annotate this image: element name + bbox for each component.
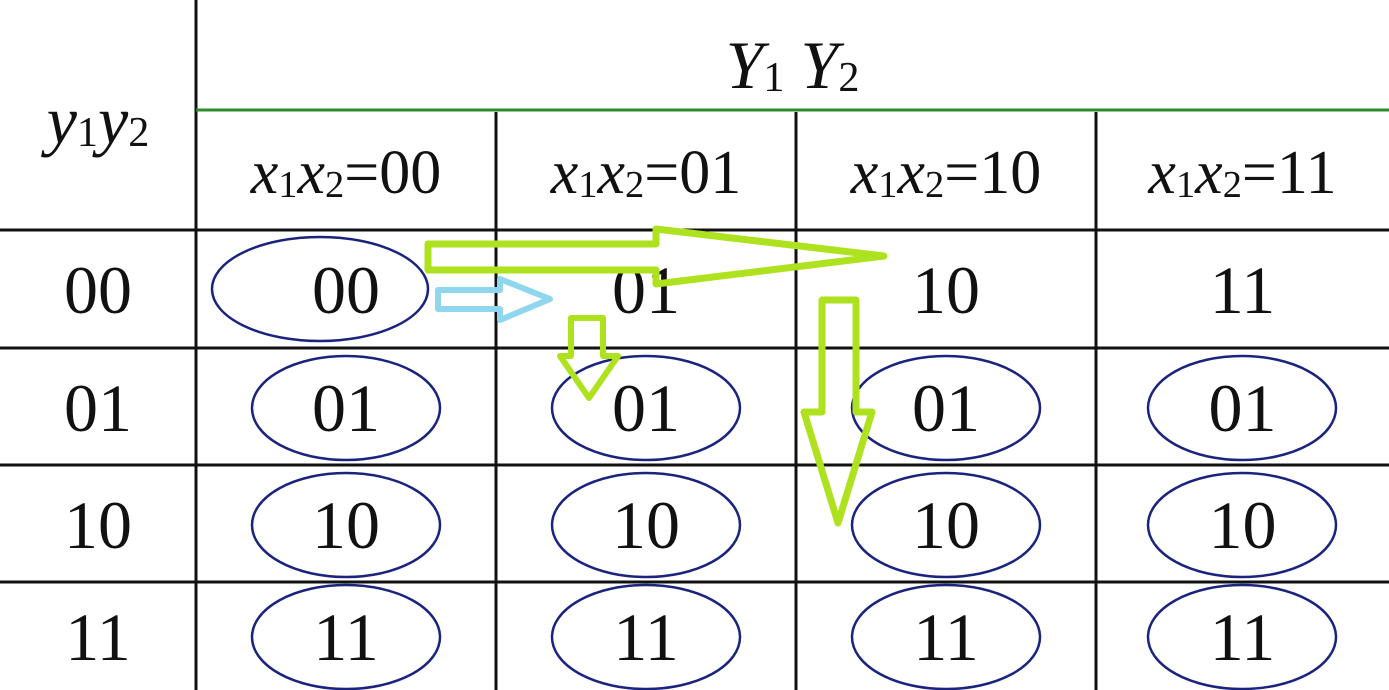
stable-state-ellipses [210, 235, 1338, 690]
col-header-2: x 1 x 2 =10 [796, 115, 1096, 230]
row-var-base2: y [98, 82, 129, 158]
cell-r2-c0: 10 [312, 486, 380, 563]
cell-r3-c1: 11 [613, 599, 679, 675]
cell-r3-c0: 11 [313, 599, 379, 675]
out-var-sub2: 2 [838, 54, 860, 102]
cell-r1-c0: 01 [312, 369, 380, 446]
col-header-0: x 1 x 2 =00 [196, 115, 496, 230]
stable-state-ellipse-r3-c2 [850, 583, 1042, 690]
col-header-2-base1: x [850, 138, 879, 207]
out-var-base1: Y [725, 27, 764, 103]
transition-arrow-right-large [424, 225, 888, 288]
row-var-sub2: 2 [128, 109, 150, 157]
col-header-1-base1: x [550, 138, 579, 207]
cell-r3-c3: 11 [1209, 599, 1276, 675]
stable-state-ellipse-r2-c1 [550, 471, 742, 579]
col-header-2-eq: =10 [944, 138, 1042, 207]
out-var-base2: Y [800, 27, 839, 103]
stable-state-ellipse-r3-c1 [550, 583, 742, 690]
col-header-3-eq: =11 [1241, 138, 1337, 207]
cell-r0-c0: 00 [312, 252, 380, 328]
transition-arrow-down-large [800, 296, 876, 527]
stable-state-ellipse-r3-c3 [1146, 583, 1338, 690]
transition-arrow-down-small [557, 315, 621, 401]
col-header-2-sub1: 1 [878, 163, 898, 206]
col-header-2-sub2: 2 [925, 163, 945, 206]
col-header-0-sub2: 2 [325, 163, 345, 206]
transition-arrow-right-small [435, 276, 553, 323]
col-header-3-base2: x [1195, 138, 1223, 207]
row-label-3: 11 [65, 599, 131, 675]
row-label-1: 01 [64, 369, 132, 446]
col-header-1: x 1 x 2 =01 [496, 115, 796, 230]
col-header-2-base2: x [897, 138, 926, 207]
cell-r2-c2: 10 [912, 486, 980, 563]
col-header-3-base1: x [1148, 138, 1176, 207]
stable-state-ellipse-r0-c0 [210, 235, 430, 343]
cell-r2-c1: 10 [612, 486, 680, 563]
cell-r1-c1: 01 [612, 369, 680, 446]
cell-r1-c3: 01 [1208, 369, 1277, 446]
stable-state-ellipse-r1-c2 [850, 354, 1042, 462]
cell-r0-c2: 10 [912, 252, 980, 328]
col-header-3-sub2: 2 [1222, 163, 1242, 206]
cell-r2-c3: 10 [1208, 486, 1277, 563]
col-header-1-sub2: 2 [625, 163, 645, 206]
stable-state-ellipse-r2-c0 [250, 471, 442, 579]
col-header-1-eq: =01 [644, 138, 742, 207]
stable-state-ellipse-r1-c3 [1146, 354, 1338, 462]
col-header-0-base1: x [250, 138, 279, 207]
col-header-0-eq: =00 [344, 138, 442, 207]
col-header-3: x 1 x 2 =11 [1096, 115, 1389, 230]
col-header-0-sub1: 1 [278, 163, 298, 206]
stable-state-ellipse-r1-c0 [250, 354, 442, 462]
col-header-1-base2: x [597, 138, 626, 207]
cell-r3-c2: 11 [913, 599, 979, 675]
col-header-1-sub1: 1 [578, 163, 598, 206]
stable-state-ellipse-r2-c3 [1146, 471, 1338, 579]
cell-r0-c3: 11 [1209, 252, 1276, 328]
col-header-0-base2: x [297, 138, 326, 207]
cell-r1-c2: 01 [912, 369, 980, 446]
stable-state-ellipse-r1-c1 [550, 354, 742, 462]
out-var-sub1: 1 [763, 54, 785, 102]
row-label-2: 10 [64, 486, 132, 563]
row-var-base1: y [46, 82, 77, 158]
row-var-sub1: 1 [76, 109, 98, 157]
stable-state-ellipse-r2-c2 [850, 471, 1042, 579]
row-label-0: 00 [64, 252, 132, 328]
stable-state-ellipse-r3-c0 [250, 583, 442, 690]
col-header-3-sub1: 1 [1175, 163, 1196, 206]
